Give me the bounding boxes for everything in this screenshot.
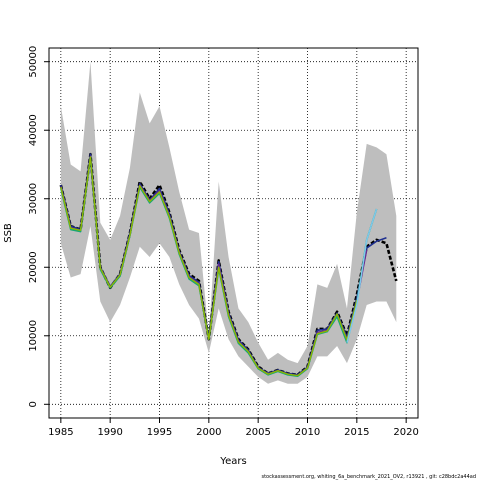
footer-note: stockassessment.org, whiting_6a_benchmar… (261, 474, 476, 480)
series-line-5 (60, 156, 358, 377)
x-tick-label: 2010 (295, 427, 320, 438)
y-axis: 0 10000 20000 30000 40000 50000 (28, 46, 49, 407)
y-tick-label: 30000 (28, 183, 39, 215)
x-axis-title: Years (219, 456, 246, 467)
y-tick-label: 10000 (28, 320, 39, 352)
y-tick-label: 20000 (28, 251, 39, 283)
x-tick-label: 1985 (48, 427, 73, 438)
y-tick-label: 0 (28, 401, 39, 407)
x-tick-label: 2015 (344, 427, 369, 438)
x-axis: 1985 1990 1995 2000 2005 2010 2015 2020 (48, 418, 419, 438)
y-tick-label: 50000 (28, 46, 39, 78)
y-tick-label: 40000 (28, 114, 39, 146)
x-tick-label: 1990 (97, 427, 122, 438)
plot-frame (48, 47, 419, 419)
y-axis-title: SSB (3, 223, 14, 243)
series-line-6 (346, 208, 378, 343)
x-tick-label: 2020 (393, 427, 418, 438)
x-tick-label: 2005 (245, 427, 270, 438)
x-tick-label: 2000 (196, 427, 221, 438)
x-tick-label: 1995 (147, 427, 172, 438)
confidence-band-area (60, 61, 397, 384)
confidence-band (60, 61, 397, 384)
series-lines (59, 152, 398, 378)
